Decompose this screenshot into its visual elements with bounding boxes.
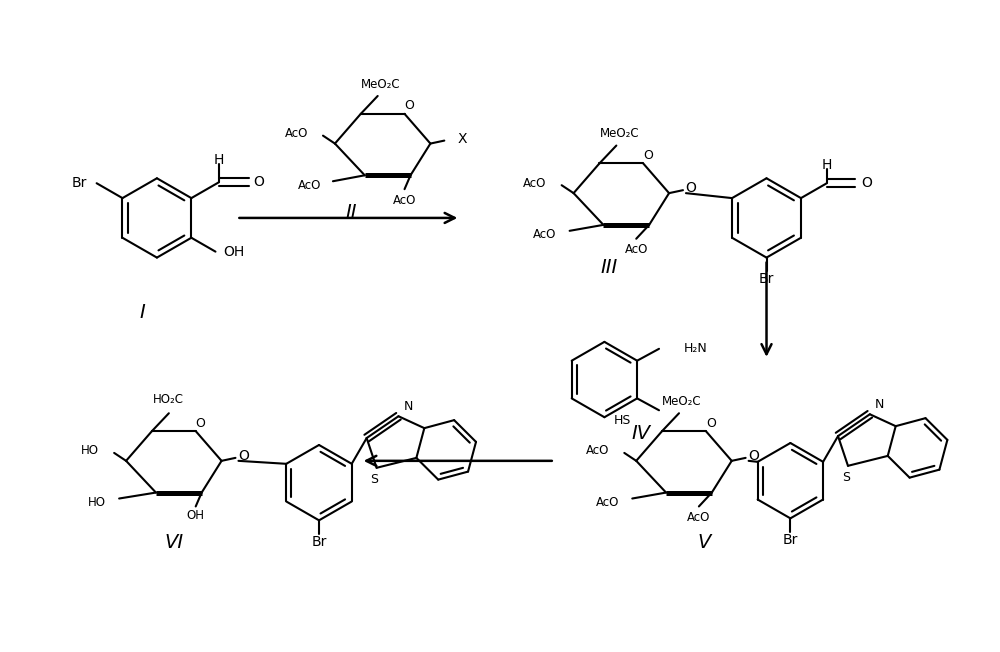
Text: H₂N: H₂N [684, 342, 708, 355]
Text: Br: Br [311, 535, 327, 549]
Text: O: O [685, 181, 696, 195]
Text: AcO: AcO [393, 194, 416, 207]
Text: AcO: AcO [625, 243, 648, 256]
Text: AcO: AcO [533, 228, 557, 241]
Text: AcO: AcO [523, 177, 547, 190]
Text: V: V [697, 533, 711, 552]
Text: AcO: AcO [687, 511, 711, 524]
Text: AcO: AcO [596, 496, 619, 509]
Text: III: III [601, 258, 618, 277]
Text: Br: Br [759, 273, 774, 286]
Text: AcO: AcO [586, 445, 609, 458]
Text: OH: OH [187, 509, 205, 522]
Text: O: O [405, 99, 414, 112]
Text: N: N [403, 400, 413, 413]
Text: MeO₂C: MeO₂C [600, 127, 639, 140]
Text: AcO: AcO [285, 127, 308, 140]
Text: HS: HS [614, 413, 631, 426]
Text: O: O [643, 149, 653, 162]
Text: OH: OH [223, 244, 244, 259]
Text: Br: Br [783, 533, 798, 547]
Text: AcO: AcO [298, 179, 321, 192]
Text: MeO₂C: MeO₂C [662, 395, 702, 408]
Text: O: O [253, 175, 264, 189]
Text: S: S [842, 471, 850, 484]
Text: HO: HO [88, 496, 106, 509]
Text: H: H [214, 153, 224, 168]
Text: H: H [822, 158, 832, 172]
Text: O: O [196, 417, 206, 430]
Text: N: N [875, 398, 884, 411]
Text: HO: HO [81, 445, 99, 458]
Text: VI: VI [164, 533, 183, 552]
Text: S: S [371, 473, 379, 486]
Text: X: X [457, 132, 467, 145]
Text: O: O [706, 417, 716, 430]
Text: O: O [861, 176, 872, 190]
Text: Br: Br [72, 176, 87, 190]
Text: HO₂C: HO₂C [153, 393, 184, 406]
Text: MeO₂C: MeO₂C [361, 78, 400, 91]
Text: II: II [345, 203, 357, 222]
Text: I: I [139, 303, 145, 321]
Text: O: O [748, 449, 759, 463]
Text: O: O [238, 449, 249, 463]
Text: IV: IV [632, 424, 651, 443]
